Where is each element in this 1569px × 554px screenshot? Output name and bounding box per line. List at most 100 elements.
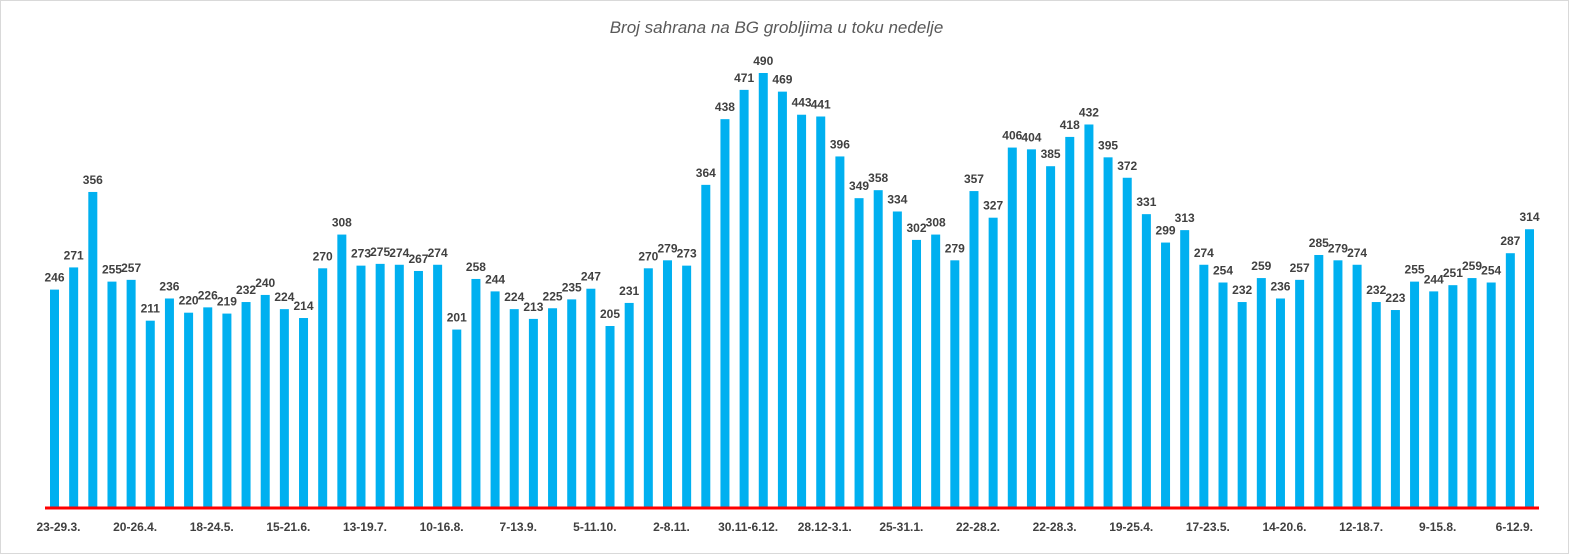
bar bbox=[1314, 254, 1324, 508]
bar bbox=[318, 268, 328, 508]
bar bbox=[69, 267, 79, 508]
bar-value-label: 224 bbox=[504, 290, 524, 304]
bar bbox=[107, 281, 117, 508]
bar bbox=[624, 302, 634, 508]
bar bbox=[1295, 279, 1305, 508]
bar-value-label: 327 bbox=[983, 199, 1003, 213]
bar bbox=[931, 234, 941, 508]
x-tick-label: 15-21.6. bbox=[266, 520, 310, 534]
bar-value-label: 259 bbox=[1462, 259, 1482, 273]
x-tick-label: 22-28.2. bbox=[956, 520, 1000, 534]
bar bbox=[528, 318, 538, 508]
bar-value-label: 274 bbox=[428, 246, 448, 260]
bars-group bbox=[50, 73, 1534, 509]
bar-value-label: 279 bbox=[657, 241, 677, 255]
bar bbox=[1161, 242, 1171, 508]
bar-value-label: 274 bbox=[1194, 246, 1214, 260]
bar bbox=[1046, 166, 1056, 508]
bar bbox=[279, 309, 289, 508]
bar-value-label: 232 bbox=[1232, 283, 1252, 297]
x-tick-label: 17-23.5. bbox=[1186, 520, 1230, 534]
chart-title: Broj sahrana na BG grobljima u toku nede… bbox=[609, 18, 944, 37]
bar-value-label: 358 bbox=[868, 171, 888, 185]
bar-value-label: 432 bbox=[1079, 105, 1099, 119]
bar bbox=[1505, 253, 1515, 508]
bar bbox=[203, 307, 213, 508]
bar-value-label: 246 bbox=[44, 271, 64, 285]
bar-value-label: 395 bbox=[1098, 138, 1118, 152]
bar bbox=[1103, 157, 1113, 508]
bar-value-label: 441 bbox=[811, 98, 831, 112]
bar bbox=[1065, 136, 1075, 509]
bar-value-label: 258 bbox=[466, 260, 486, 274]
bar bbox=[662, 260, 672, 508]
bar bbox=[1371, 302, 1381, 508]
bar bbox=[356, 265, 366, 508]
bar bbox=[1122, 177, 1132, 508]
bar-value-label: 267 bbox=[408, 252, 428, 266]
bar bbox=[1084, 124, 1094, 509]
bar-value-label: 232 bbox=[1366, 283, 1386, 297]
x-tick-label: 19-25.4. bbox=[1109, 520, 1153, 534]
bar bbox=[643, 268, 653, 508]
bar-value-label: 251 bbox=[1443, 266, 1463, 280]
bar-value-label: 226 bbox=[198, 288, 218, 302]
bar bbox=[1525, 229, 1534, 509]
bar-value-label: 331 bbox=[1136, 195, 1156, 209]
bar-value-label: 406 bbox=[1002, 129, 1022, 143]
bar-value-label: 271 bbox=[64, 248, 84, 262]
bar-value-label: 220 bbox=[179, 294, 199, 308]
bar-value-label: 205 bbox=[600, 307, 620, 321]
x-tick-label: 30.11-6.12. bbox=[718, 520, 778, 534]
bar bbox=[1180, 230, 1190, 508]
bar bbox=[854, 198, 864, 509]
bar-value-label: 201 bbox=[447, 311, 467, 325]
bar-value-label: 232 bbox=[236, 283, 256, 297]
bar-value-label: 224 bbox=[274, 290, 294, 304]
bar bbox=[471, 278, 481, 508]
bar bbox=[605, 326, 615, 508]
bar bbox=[1275, 298, 1285, 508]
x-tick-label: 2-8.11. bbox=[653, 520, 690, 534]
bar-value-label: 356 bbox=[83, 173, 103, 187]
bar bbox=[1390, 310, 1400, 508]
bar bbox=[950, 260, 960, 508]
bar-value-label: 418 bbox=[1060, 118, 1080, 132]
x-tick-label: 22-28.3. bbox=[1033, 520, 1077, 534]
bar bbox=[739, 89, 749, 509]
bar-value-label: 257 bbox=[1290, 261, 1310, 275]
bar bbox=[299, 318, 309, 508]
bar-value-label: 372 bbox=[1117, 159, 1137, 173]
bar-value-label: 223 bbox=[1385, 291, 1405, 305]
x-tick-label: 10-16.8. bbox=[420, 520, 464, 534]
bar-value-label: 364 bbox=[696, 166, 716, 180]
bar-value-label: 287 bbox=[1500, 234, 1520, 248]
bar bbox=[88, 191, 98, 508]
bar-value-label: 471 bbox=[734, 71, 754, 85]
bar bbox=[892, 211, 902, 509]
bar-value-label: 279 bbox=[945, 241, 965, 255]
x-tick-label: 13-19.7. bbox=[343, 520, 387, 534]
bar-value-label: 244 bbox=[1424, 272, 1444, 286]
x-tick-labels-group: 23-29.3. 20-26.4. 18-24.5. 15-21.6. 13-19.7.… bbox=[36, 520, 1533, 534]
bar-value-label: 244 bbox=[485, 272, 505, 286]
bar-value-label: 274 bbox=[389, 246, 409, 260]
bar-value-label: 385 bbox=[1041, 147, 1061, 161]
x-tick-label: 18-24.5. bbox=[190, 520, 234, 534]
bar bbox=[394, 264, 404, 508]
bar bbox=[1410, 281, 1420, 508]
bar-value-label: 334 bbox=[887, 192, 907, 206]
bar bbox=[758, 73, 768, 508]
bar bbox=[184, 312, 194, 508]
bar-value-label: 225 bbox=[543, 289, 563, 303]
bar-value-label: 273 bbox=[677, 247, 697, 261]
x-tick-label: 9-15.8. bbox=[1419, 520, 1456, 534]
bar-value-label: 490 bbox=[753, 54, 773, 68]
bar bbox=[1352, 264, 1362, 508]
bar-value-label: 255 bbox=[1405, 263, 1425, 277]
bar-value-label: 396 bbox=[830, 137, 850, 151]
bar-value-label: 247 bbox=[581, 270, 601, 284]
bar-value-label: 299 bbox=[1156, 224, 1176, 238]
x-tick-label: 14-20.6. bbox=[1262, 520, 1306, 534]
